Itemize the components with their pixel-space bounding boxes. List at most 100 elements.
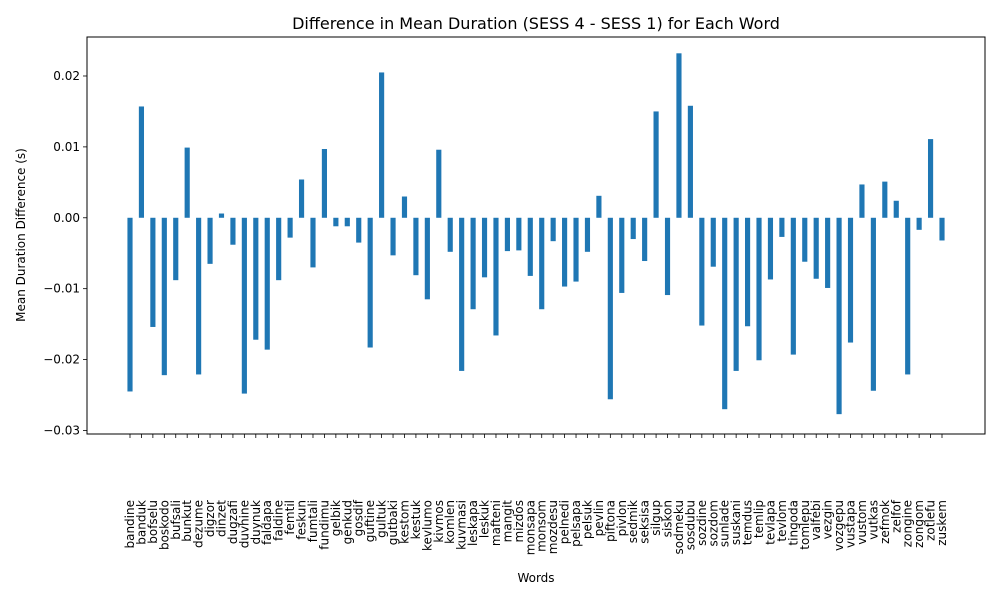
x-tick-label: pivlon xyxy=(615,500,629,536)
x-tick-label: kestuk xyxy=(409,500,423,539)
x-tick-label: zuskem xyxy=(935,500,949,546)
bar-suskani xyxy=(733,217,739,371)
bar-pelnedi xyxy=(562,217,568,287)
x-tick-label: sunlade xyxy=(718,500,732,547)
bar-zongine xyxy=(905,217,911,375)
x-tick-label: guftine xyxy=(363,500,377,542)
bar-bunkut xyxy=(184,147,190,218)
bar-kuvmasi xyxy=(459,217,465,371)
x-tick-label: pelnedi xyxy=(558,500,572,544)
bar-zuskem xyxy=(939,217,945,241)
x-tick-label: vezgin xyxy=(821,500,835,539)
x-tick-label: tevlapa xyxy=(763,500,777,545)
bar-fundimu xyxy=(321,149,327,218)
bar-tevlapa xyxy=(767,217,774,280)
x-tick-label: bandine xyxy=(123,500,137,549)
bar-gelbik xyxy=(333,217,339,227)
x-tick-label: duvhine xyxy=(237,500,251,548)
x-tick-label: pelsuk xyxy=(580,500,594,539)
bar-zotlefu xyxy=(927,139,934,218)
y-axis: −0.03 −0.02 −0.01 0.00 0.01 0.02 xyxy=(43,69,87,437)
bar-digzor xyxy=(207,217,213,264)
bar-bufsali xyxy=(173,217,179,281)
x-tick-label: suskani xyxy=(729,500,743,545)
x-tick-label: kivmos xyxy=(432,500,446,543)
bar-pelsapa xyxy=(573,217,579,282)
y-tick-label: −0.03 xyxy=(43,423,80,437)
bar-gutbaki xyxy=(390,217,396,256)
x-tick-label: pevlin xyxy=(592,500,606,536)
x-tick-label: sozdine xyxy=(695,500,709,546)
x-tick-label: pelsapa xyxy=(569,500,583,547)
bar-siskon xyxy=(664,217,671,296)
bar-faldapa xyxy=(264,217,270,350)
x-tick-label: dinzet xyxy=(214,500,228,537)
x-tick-label: faldapa xyxy=(260,500,274,545)
plot-background xyxy=(87,37,985,434)
bar-temdus xyxy=(745,217,751,327)
bar-vezgin xyxy=(825,217,831,288)
y-tick-label: 0.02 xyxy=(53,69,80,83)
x-tick-label: fundimu xyxy=(317,500,331,550)
bar-boskodo xyxy=(161,217,167,376)
x-tick-label: piftona xyxy=(603,500,617,542)
x-tick-label: kevlumo xyxy=(420,500,434,551)
bar-tomlepu xyxy=(802,217,808,262)
bar-monsom xyxy=(539,217,545,310)
x-tick-label: kestom xyxy=(397,500,411,544)
x-tick-label: vutkas xyxy=(866,500,880,540)
bar-zongom xyxy=(916,217,922,230)
x-tick-label: vozgepu xyxy=(832,500,846,551)
x-tick-label: zelfof xyxy=(889,499,903,533)
x-tick-label: gelbik xyxy=(329,500,343,536)
x-tick-label: sosdubu xyxy=(683,500,697,550)
x-tick-label: mafteni xyxy=(489,500,503,546)
bar-kestuk xyxy=(413,217,419,276)
x-tick-label: tevlom xyxy=(775,500,789,542)
bar-leskapa xyxy=(470,217,476,310)
bar-seksisa xyxy=(642,217,648,262)
bar-mangit xyxy=(504,217,510,252)
bar-kevlumo xyxy=(424,217,430,300)
bar-leskuk xyxy=(481,217,488,278)
bar-zefmok xyxy=(882,181,888,218)
bar-silgup xyxy=(653,111,659,218)
bar-fumtali xyxy=(310,217,316,268)
bar-guftine xyxy=(367,217,373,348)
bar-monsapa xyxy=(527,217,533,276)
x-tick-label: digzor xyxy=(203,500,217,537)
bar-genkud xyxy=(344,217,350,227)
x-tick-label: dezume xyxy=(192,500,206,548)
bar-duynuk xyxy=(253,217,259,340)
bar-tingoda xyxy=(790,217,796,355)
x-tick-label: femtil xyxy=(283,500,297,535)
bar-dezume xyxy=(196,217,202,375)
x-tick-label: vustom xyxy=(855,500,869,545)
bar-duvhine xyxy=(241,217,247,394)
x-tick-label: leskuk xyxy=(478,500,492,538)
plot-frame xyxy=(86,36,986,435)
x-tick-label: tomlepu xyxy=(798,500,812,550)
bar-dinzet xyxy=(218,213,225,218)
x-tick-label: banduk xyxy=(134,500,148,545)
x-tick-label: temlip xyxy=(752,500,766,538)
bar-sozdom xyxy=(710,217,716,267)
x-tick-label: dugzafi xyxy=(226,500,240,544)
bar-sodmeku xyxy=(676,53,682,218)
x-tick-label: leskapa xyxy=(466,500,480,546)
bar-bandine xyxy=(127,217,133,392)
x-tick-label: sedmik xyxy=(626,500,640,543)
x-tick-label: vustapa xyxy=(844,500,858,548)
bars-group xyxy=(127,53,945,415)
bar-pivlon xyxy=(619,217,625,293)
bar-dugzafi xyxy=(230,217,236,245)
bar-banduk xyxy=(138,106,145,218)
bar-vustapa xyxy=(847,217,854,343)
y-tick-label: −0.01 xyxy=(43,282,80,296)
x-tick-label: boskodo xyxy=(157,500,171,550)
x-tick-label: gutbaki xyxy=(386,500,400,545)
bar-mafteni xyxy=(493,217,499,336)
x-tick-label: faldine xyxy=(272,500,286,541)
bar-mozdesu xyxy=(550,217,556,242)
